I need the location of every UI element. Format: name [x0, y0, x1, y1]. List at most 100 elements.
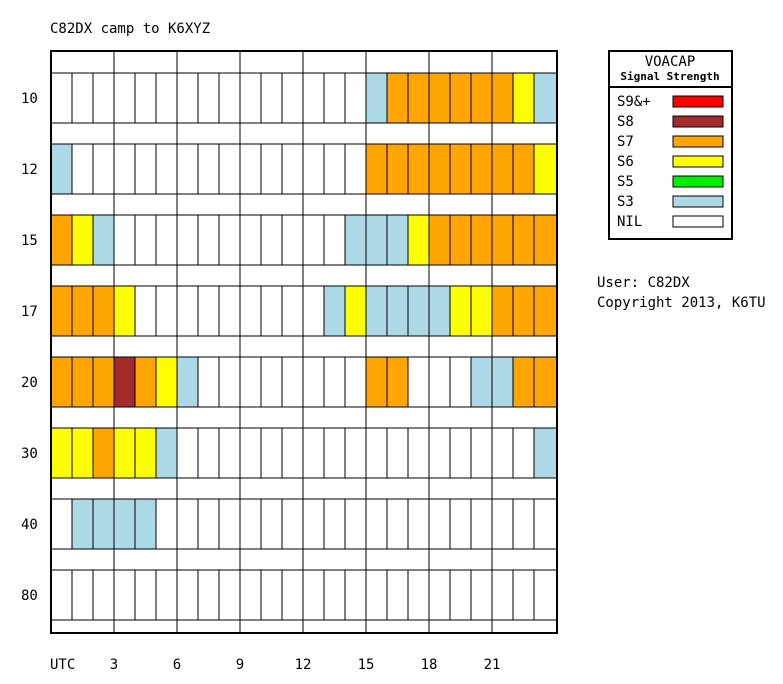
signal-cell — [71, 214, 94, 266]
signal-cell — [260, 498, 283, 550]
signal-cell — [428, 498, 451, 550]
signal-cell — [344, 214, 367, 266]
signal-cell — [155, 356, 178, 408]
chart-cells — [50, 72, 558, 621]
signal-cell — [470, 498, 493, 550]
signal-cell — [386, 569, 409, 621]
signal-cell — [176, 427, 199, 479]
signal-cell — [407, 569, 430, 621]
signal-cell — [176, 498, 199, 550]
signal-cell — [50, 285, 73, 337]
signal-cell — [92, 143, 115, 195]
x-tick-label: 18 — [421, 657, 438, 673]
signal-cell — [155, 498, 178, 550]
signal-cell — [71, 498, 94, 550]
signal-cell — [533, 72, 558, 124]
signal-cell — [449, 143, 472, 195]
signal-cell — [407, 214, 430, 266]
signal-cell — [407, 498, 430, 550]
signal-cell — [218, 569, 241, 621]
legend-swatch — [672, 135, 724, 148]
signal-cell — [176, 143, 199, 195]
signal-cell — [512, 143, 535, 195]
signal-cell — [218, 427, 241, 479]
signal-cell — [428, 72, 451, 124]
signal-cell — [71, 143, 94, 195]
signal-cell — [449, 569, 472, 621]
signal-cell — [449, 72, 472, 124]
signal-cell — [407, 356, 430, 408]
legend-item-label: NIL — [617, 214, 642, 230]
legend-swatch — [672, 175, 724, 188]
band-label: 12 — [21, 162, 38, 178]
signal-cell — [92, 356, 115, 408]
band-label: 80 — [21, 588, 38, 604]
signal-cell — [281, 427, 304, 479]
legend: VOACAP Signal Strength S9&+ S8 S7 S6 S5 S3 NIL — [608, 50, 733, 240]
signal-cell — [533, 285, 558, 337]
signal-cell — [260, 143, 283, 195]
signal-cell — [134, 427, 157, 479]
legend-item-label: S6 — [617, 154, 634, 170]
signal-cell — [533, 356, 558, 408]
legend-swatch — [672, 95, 724, 108]
signal-cell — [512, 72, 535, 124]
signal-cell — [365, 143, 388, 195]
signal-cell — [491, 427, 514, 479]
signal-cell — [470, 214, 493, 266]
band-labels: 10 12 15 17 20 30 40 80 — [21, 91, 38, 604]
signal-cell — [50, 214, 73, 266]
signal-cell — [323, 214, 346, 266]
signal-cell — [428, 143, 451, 195]
band-label: 20 — [21, 375, 38, 391]
signal-cell — [365, 569, 388, 621]
signal-cell — [155, 72, 178, 124]
signal-cell — [176, 72, 199, 124]
signal-cell — [155, 214, 178, 266]
signal-cell — [407, 72, 430, 124]
signal-cell — [176, 356, 199, 408]
signal-cell — [512, 427, 535, 479]
signal-cell — [155, 143, 178, 195]
signal-cell — [491, 285, 514, 337]
signal-cell — [239, 498, 262, 550]
signal-cell — [260, 427, 283, 479]
signal-cell — [386, 285, 409, 337]
legend-item-label: S3 — [617, 194, 634, 210]
x-tick-label: 12 — [295, 657, 312, 673]
signal-cell — [344, 427, 367, 479]
signal-cell — [218, 356, 241, 408]
signal-cell — [491, 569, 514, 621]
signal-cell — [113, 498, 136, 550]
signal-cell — [260, 285, 283, 337]
signal-cell — [155, 285, 178, 337]
signal-cell — [365, 285, 388, 337]
signal-cell — [197, 569, 220, 621]
signal-cell — [302, 72, 325, 124]
signal-cell — [512, 285, 535, 337]
signal-cell — [533, 214, 558, 266]
signal-cell — [92, 427, 115, 479]
signal-cell — [218, 285, 241, 337]
signal-cell — [365, 214, 388, 266]
x-tick-label: 3 — [110, 657, 118, 673]
legend-swatch — [672, 155, 724, 168]
signal-cell — [470, 427, 493, 479]
legend-item-label: S9&+ — [617, 94, 651, 110]
signal-cell — [113, 72, 136, 124]
signal-cell — [218, 498, 241, 550]
signal-cell — [260, 569, 283, 621]
signal-cell — [491, 72, 514, 124]
signal-cell — [134, 143, 157, 195]
signal-cell — [218, 143, 241, 195]
signal-cell — [92, 214, 115, 266]
signal-cell — [323, 356, 346, 408]
plot-frame — [50, 50, 558, 634]
signal-cell — [239, 356, 262, 408]
signal-cell — [197, 214, 220, 266]
signal-cell — [239, 427, 262, 479]
signal-cell — [113, 356, 136, 408]
chart-title: C82DX camp to K6XYZ — [50, 21, 210, 37]
signal-cell — [71, 356, 94, 408]
signal-cell — [449, 427, 472, 479]
